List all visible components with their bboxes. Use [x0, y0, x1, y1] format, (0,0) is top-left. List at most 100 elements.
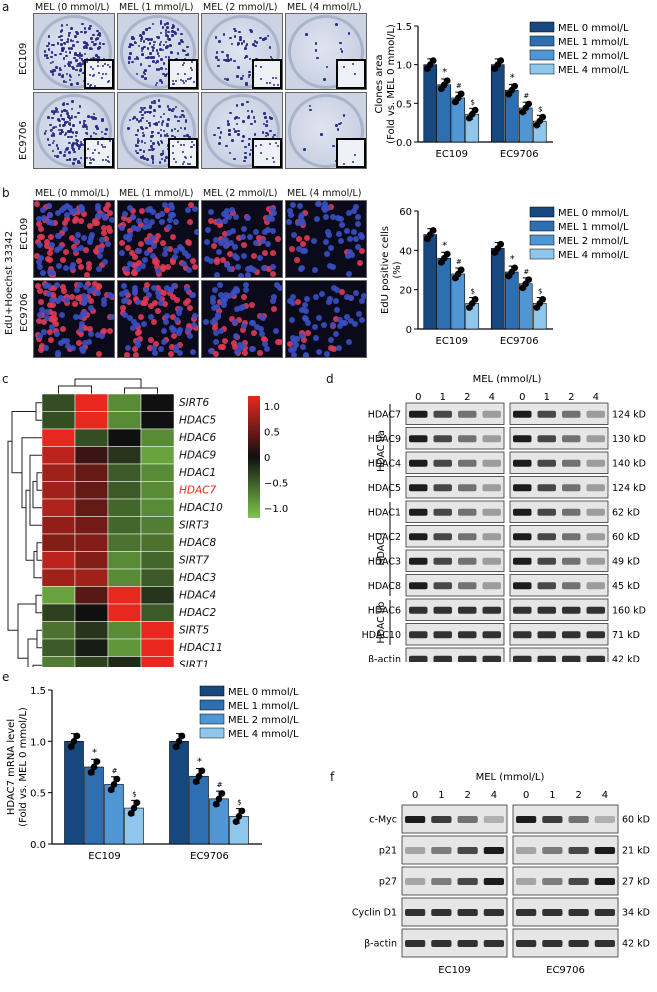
- blot-band: [513, 631, 532, 639]
- blot-band: [409, 484, 428, 492]
- significance-mark: $: [132, 790, 136, 798]
- blot-band: [562, 631, 581, 639]
- edu-image: [201, 280, 283, 358]
- bar: [189, 775, 209, 845]
- protein-label: p27: [379, 877, 397, 888]
- scale-tick-label: −1.0: [264, 504, 288, 515]
- blot-band: [513, 582, 532, 590]
- blot-band: [594, 940, 615, 947]
- data-point: [113, 775, 121, 783]
- bar: [490, 64, 505, 143]
- heat-cell: [140, 481, 175, 500]
- data-point: [218, 790, 226, 797]
- blot-band: [457, 847, 478, 854]
- panel-e-label: e: [2, 670, 10, 684]
- a-row-ec9706: EC9706: [18, 121, 29, 160]
- blot-band: [458, 459, 477, 467]
- col-dendrogram: [58, 385, 92, 394]
- lane-label: 4: [593, 392, 599, 403]
- panel-c-label: c: [2, 372, 9, 386]
- heat-cell: [41, 516, 76, 535]
- x-tick-label: EC9706: [500, 336, 539, 347]
- blot-band: [409, 459, 428, 467]
- size-label: 49 kD: [612, 556, 640, 567]
- blot-band: [513, 557, 532, 565]
- heat-cell: [140, 516, 175, 535]
- blot-band: [562, 533, 581, 541]
- x-tick-label: EC109: [88, 851, 120, 862]
- legend-swatch: [529, 35, 555, 47]
- legend-label: MEL 4 mmol/L: [558, 250, 629, 261]
- data-point: [232, 818, 240, 825]
- heat-cell: [107, 586, 142, 605]
- significance-mark: *: [92, 747, 97, 758]
- size-label: 124 kD: [612, 409, 646, 420]
- legend-swatch: [199, 727, 225, 739]
- heat-cell: [41, 533, 76, 552]
- heat-cell: [107, 551, 142, 570]
- heat-cell: [74, 568, 109, 587]
- legend-swatch: [199, 699, 225, 711]
- legend-swatch: [529, 63, 555, 75]
- a-cond-0: MEL (0 mmol/L): [35, 2, 110, 13]
- blot-band: [483, 940, 504, 947]
- y-tick-label: 1.5: [396, 22, 412, 33]
- heat-cell: [107, 446, 142, 465]
- cell-line-label: EC109: [438, 965, 470, 976]
- size-label: 160 kD: [612, 605, 646, 616]
- significance-mark: #: [523, 92, 529, 100]
- protein-label: c-Myc: [369, 815, 397, 826]
- protein-label: HDAC3: [368, 556, 401, 567]
- blot-band: [457, 878, 478, 885]
- blot-band: [562, 582, 581, 590]
- blot-band: [433, 557, 452, 565]
- blot-strip: [405, 500, 505, 523]
- heat-cell: [41, 393, 76, 412]
- size-label: 71 kD: [612, 630, 640, 641]
- lane-label: 0: [415, 392, 421, 403]
- lane-label: 4: [491, 790, 497, 801]
- bar: [423, 234, 438, 330]
- edu-image: [285, 200, 367, 278]
- heat-cell: [107, 656, 142, 667]
- blot-strip: [509, 525, 609, 548]
- heat-cell: [107, 411, 142, 430]
- data-point: [525, 100, 533, 108]
- blot-band: [409, 631, 428, 639]
- blot-band: [433, 459, 452, 467]
- heat-cell: [74, 393, 109, 412]
- blot-band: [516, 940, 537, 947]
- legend-swatch: [529, 248, 555, 260]
- data-point: [525, 276, 533, 283]
- lane-label: 1: [438, 790, 444, 801]
- protein-label: β-actin: [364, 939, 397, 950]
- blot-band: [586, 410, 605, 418]
- blot-band: [457, 940, 478, 947]
- group-label: HDAC I: [376, 532, 387, 565]
- blot-strip: [405, 623, 505, 646]
- blot-band: [568, 909, 589, 916]
- y-tick-label: 0.5: [396, 99, 412, 110]
- significance-mark: *: [442, 67, 447, 78]
- zoom-inset: [168, 59, 198, 89]
- heat-cell: [140, 638, 175, 657]
- blot-band: [433, 533, 452, 541]
- heat-cell: [140, 656, 175, 667]
- y-tick-label: 1.0: [396, 61, 412, 72]
- significance-mark: #: [112, 767, 118, 775]
- colony-plate: [285, 92, 367, 169]
- heat-cell: [41, 428, 76, 447]
- blot-band: [542, 816, 563, 823]
- y-tick-label: 40: [399, 246, 412, 257]
- blot-band: [458, 484, 477, 492]
- legend-swatch: [529, 49, 555, 61]
- gene-label: HDAC11: [179, 642, 223, 654]
- protein-label: β-actin: [368, 654, 401, 662]
- significance-mark: $: [471, 98, 475, 106]
- y-tick-label: 1.5: [30, 686, 46, 697]
- heat-cell: [41, 551, 76, 570]
- color-scale-bar: [248, 396, 260, 518]
- bar: [451, 273, 466, 330]
- blot-band: [537, 410, 556, 418]
